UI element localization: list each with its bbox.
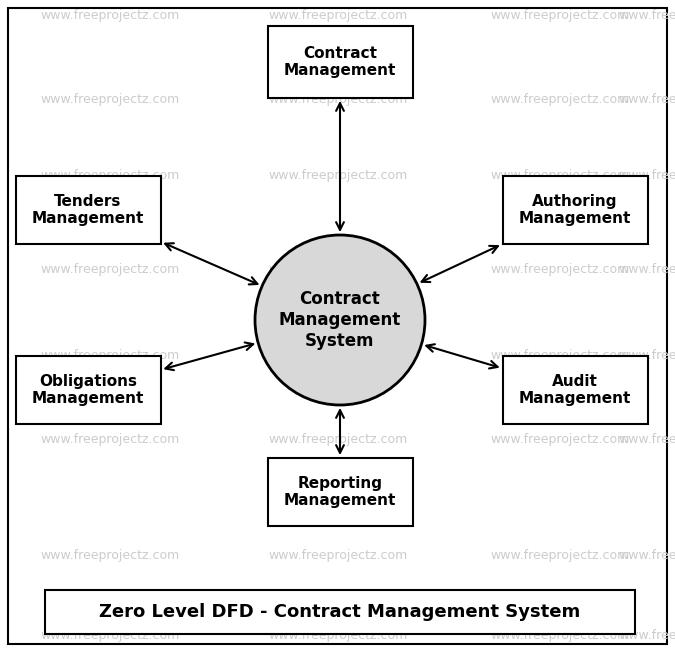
Text: www.freeprojectz.com: www.freeprojectz.com (490, 434, 630, 447)
Circle shape (255, 235, 425, 405)
Text: www.freeprojectz.com: www.freeprojectz.com (269, 8, 408, 22)
Bar (267, 458, 412, 526)
Text: www.freeprojectz.com: www.freeprojectz.com (269, 263, 408, 276)
Text: www.freeproj: www.freeproj (619, 629, 675, 642)
Text: www.freeproj: www.freeproj (619, 434, 675, 447)
Text: www.freeprojectz.com: www.freeprojectz.com (490, 629, 630, 642)
Text: Audit
Management: Audit Management (519, 374, 631, 406)
Text: www.freeproj: www.freeproj (619, 93, 675, 106)
Text: Tenders
Management: Tenders Management (32, 194, 144, 226)
Text: www.freeprojectz.com: www.freeprojectz.com (269, 434, 408, 447)
Text: www.freeprojectz.com: www.freeprojectz.com (490, 93, 630, 106)
Text: www.freeprojectz.com: www.freeprojectz.com (269, 548, 408, 561)
Bar (502, 176, 647, 244)
Text: Reporting
Management: Reporting Management (284, 476, 396, 508)
Text: www.freeproj: www.freeproj (619, 349, 675, 361)
Text: www.freeprojectz.com: www.freeprojectz.com (40, 168, 180, 181)
Text: www.freeprojectz.com: www.freeprojectz.com (490, 349, 630, 361)
Text: www.freeprojectz.com: www.freeprojectz.com (490, 168, 630, 181)
Text: Contract
Management: Contract Management (284, 46, 396, 78)
Text: Zero Level DFD - Contract Management System: Zero Level DFD - Contract Management Sys… (99, 603, 580, 621)
Text: www.freeprojectz.com: www.freeprojectz.com (40, 93, 180, 106)
Text: www.freeproj: www.freeproj (619, 8, 675, 22)
Text: www.freeprojectz.com: www.freeprojectz.com (40, 8, 180, 22)
Text: www.freeprojectz.com: www.freeprojectz.com (490, 548, 630, 561)
Text: www.freeprojectz.com: www.freeprojectz.com (40, 434, 180, 447)
Text: www.freeprojectz.com: www.freeprojectz.com (269, 93, 408, 106)
Text: www.freeprojectz.com: www.freeprojectz.com (40, 548, 180, 561)
Bar (45, 590, 635, 634)
Text: www.freeprojectz.com: www.freeprojectz.com (490, 263, 630, 276)
Text: www.freeproj: www.freeproj (619, 168, 675, 181)
Text: Authoring
Management: Authoring Management (519, 194, 631, 226)
Text: Contract
Management
System: Contract Management System (279, 290, 401, 350)
Text: www.freeprojectz.com: www.freeprojectz.com (40, 629, 180, 642)
Bar (267, 26, 412, 98)
Text: www.freeproj: www.freeproj (619, 548, 675, 561)
Text: www.freeprojectz.com: www.freeprojectz.com (40, 263, 180, 276)
Text: Obligations
Management: Obligations Management (32, 374, 144, 406)
Text: www.freeprojectz.com: www.freeprojectz.com (269, 168, 408, 181)
Bar (16, 176, 161, 244)
Text: www.freeprojectz.com: www.freeprojectz.com (269, 349, 408, 361)
Text: www.freeprojectz.com: www.freeprojectz.com (269, 629, 408, 642)
Text: www.freeprojectz.com: www.freeprojectz.com (490, 8, 630, 22)
Text: www.freeprojectz.com: www.freeprojectz.com (40, 349, 180, 361)
Bar (502, 356, 647, 424)
Bar (16, 356, 161, 424)
Text: www.freeproj: www.freeproj (619, 263, 675, 276)
